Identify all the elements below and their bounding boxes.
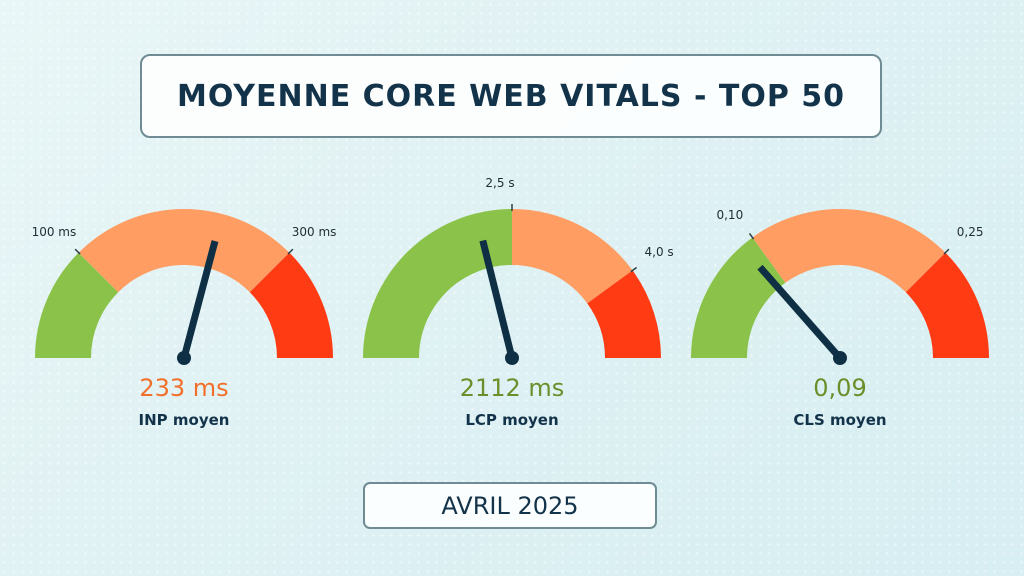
needle-hub (833, 351, 847, 365)
date-box: AVRIL 2025 (363, 482, 657, 529)
gauge-needle (180, 240, 219, 359)
needle-hub (177, 351, 191, 365)
needle-hub (505, 351, 519, 365)
gauge-zone-good (363, 209, 512, 358)
gauge-zone-needs-improvement (78, 209, 290, 293)
gauge-value: 0,09 (813, 374, 866, 402)
gauge-2: 2,5 s 4,0 s 2112 ms LCP moyen (363, 176, 674, 429)
threshold-tick (287, 248, 294, 255)
threshold-tick (943, 248, 950, 255)
gauge-label: LCP moyen (465, 411, 558, 429)
gauge-zone-poor (249, 252, 333, 358)
gauge-zone-good (35, 252, 119, 358)
threshold-label: 2,5 s (485, 176, 514, 190)
gauge-needle (479, 239, 516, 359)
threshold-tick (630, 266, 638, 273)
threshold-label: 100 ms (32, 225, 77, 239)
gauge-needle (757, 264, 843, 361)
threshold-label: 0,10 (716, 208, 743, 222)
gauge-3: 0,10 0,25 0,09 CLS moyen (691, 208, 989, 429)
gauge-zone-needs-improvement (512, 209, 633, 304)
gauge-value: 2112 ms (460, 374, 565, 402)
threshold-label: 4,0 s (645, 245, 674, 259)
gauge-label: INP moyen (139, 411, 230, 429)
gauge-value: 233 ms (139, 374, 228, 402)
threshold-tick (748, 232, 755, 240)
date-label: AVRIL 2025 (441, 491, 579, 520)
threshold-tick (74, 248, 81, 255)
gauge-label: CLS moyen (793, 411, 886, 429)
threshold-label: 0,25 (957, 225, 984, 239)
threshold-label: 300 ms (292, 225, 337, 239)
title-box: MOYENNE CORE WEB VITALS - TOP 50 (140, 54, 882, 138)
gauge-zone-needs-improvement (752, 209, 946, 293)
gauge-1: 100 ms 300 ms 233 ms INP moyen (32, 209, 337, 429)
page-title: MOYENNE CORE WEB VITALS - TOP 50 (176, 78, 846, 114)
gauge-zone-poor (587, 270, 661, 358)
gauge-zone-poor (905, 252, 989, 358)
